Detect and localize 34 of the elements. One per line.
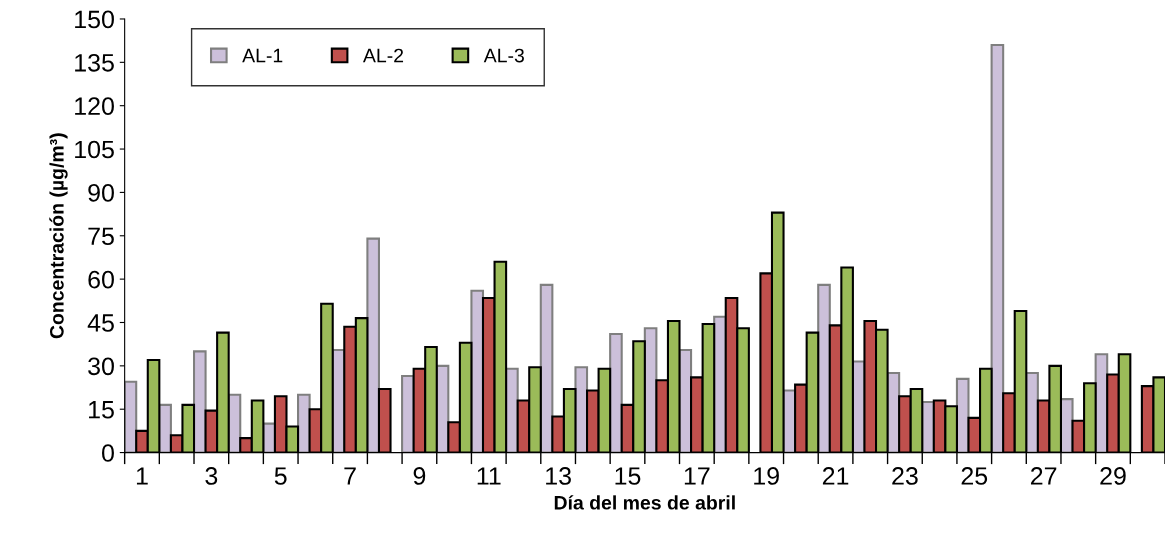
x-tick-label: 17 (684, 467, 710, 485)
y-tick-label: 90 (88, 184, 114, 202)
x-tick-label: 23 (892, 467, 918, 485)
y-axis-title: Concentración (µg/m³) (49, 133, 68, 339)
x-axis-title: Día del mes de abril (554, 495, 735, 510)
legend-label: AL-1 (242, 48, 283, 63)
y-tick-label: 120 (75, 97, 114, 115)
y-tick-label: 45 (87, 314, 114, 332)
y-tick-label: 75 (88, 227, 114, 246)
x-tick-label: 11 (477, 467, 501, 485)
y-tick-label: 15 (89, 401, 114, 419)
y-tick-label: 60 (88, 270, 114, 289)
x-tick-label: 27 (1030, 467, 1057, 485)
x-tick-label: 19 (754, 467, 779, 485)
legend-label: AL-3 (483, 48, 524, 63)
x-tick-label: 7 (344, 467, 356, 485)
y-tick-label: 150 (75, 10, 114, 29)
x-tick-label: 15 (615, 467, 641, 485)
x-tick-label: 5 (274, 467, 287, 485)
y-tick-label: 105 (75, 140, 114, 159)
legend-label: AL-2 (362, 48, 404, 63)
x-tick-label: 25 (961, 467, 988, 485)
y-tick-label: 135 (75, 53, 114, 72)
y-tick-label: 30 (88, 357, 114, 376)
x-tick-label: 21 (822, 467, 849, 485)
y-tick-label: 0 (102, 444, 114, 462)
bar (990, 43, 1005, 453)
x-tick-label: 13 (546, 467, 571, 485)
x-tick-label: 3 (205, 467, 218, 485)
x-tick-label: 1 (136, 467, 148, 485)
bar (124, 380, 138, 453)
x-tick-label: 9 (413, 467, 426, 485)
x-tick-label: 29 (1100, 467, 1126, 485)
bar (192, 350, 207, 453)
